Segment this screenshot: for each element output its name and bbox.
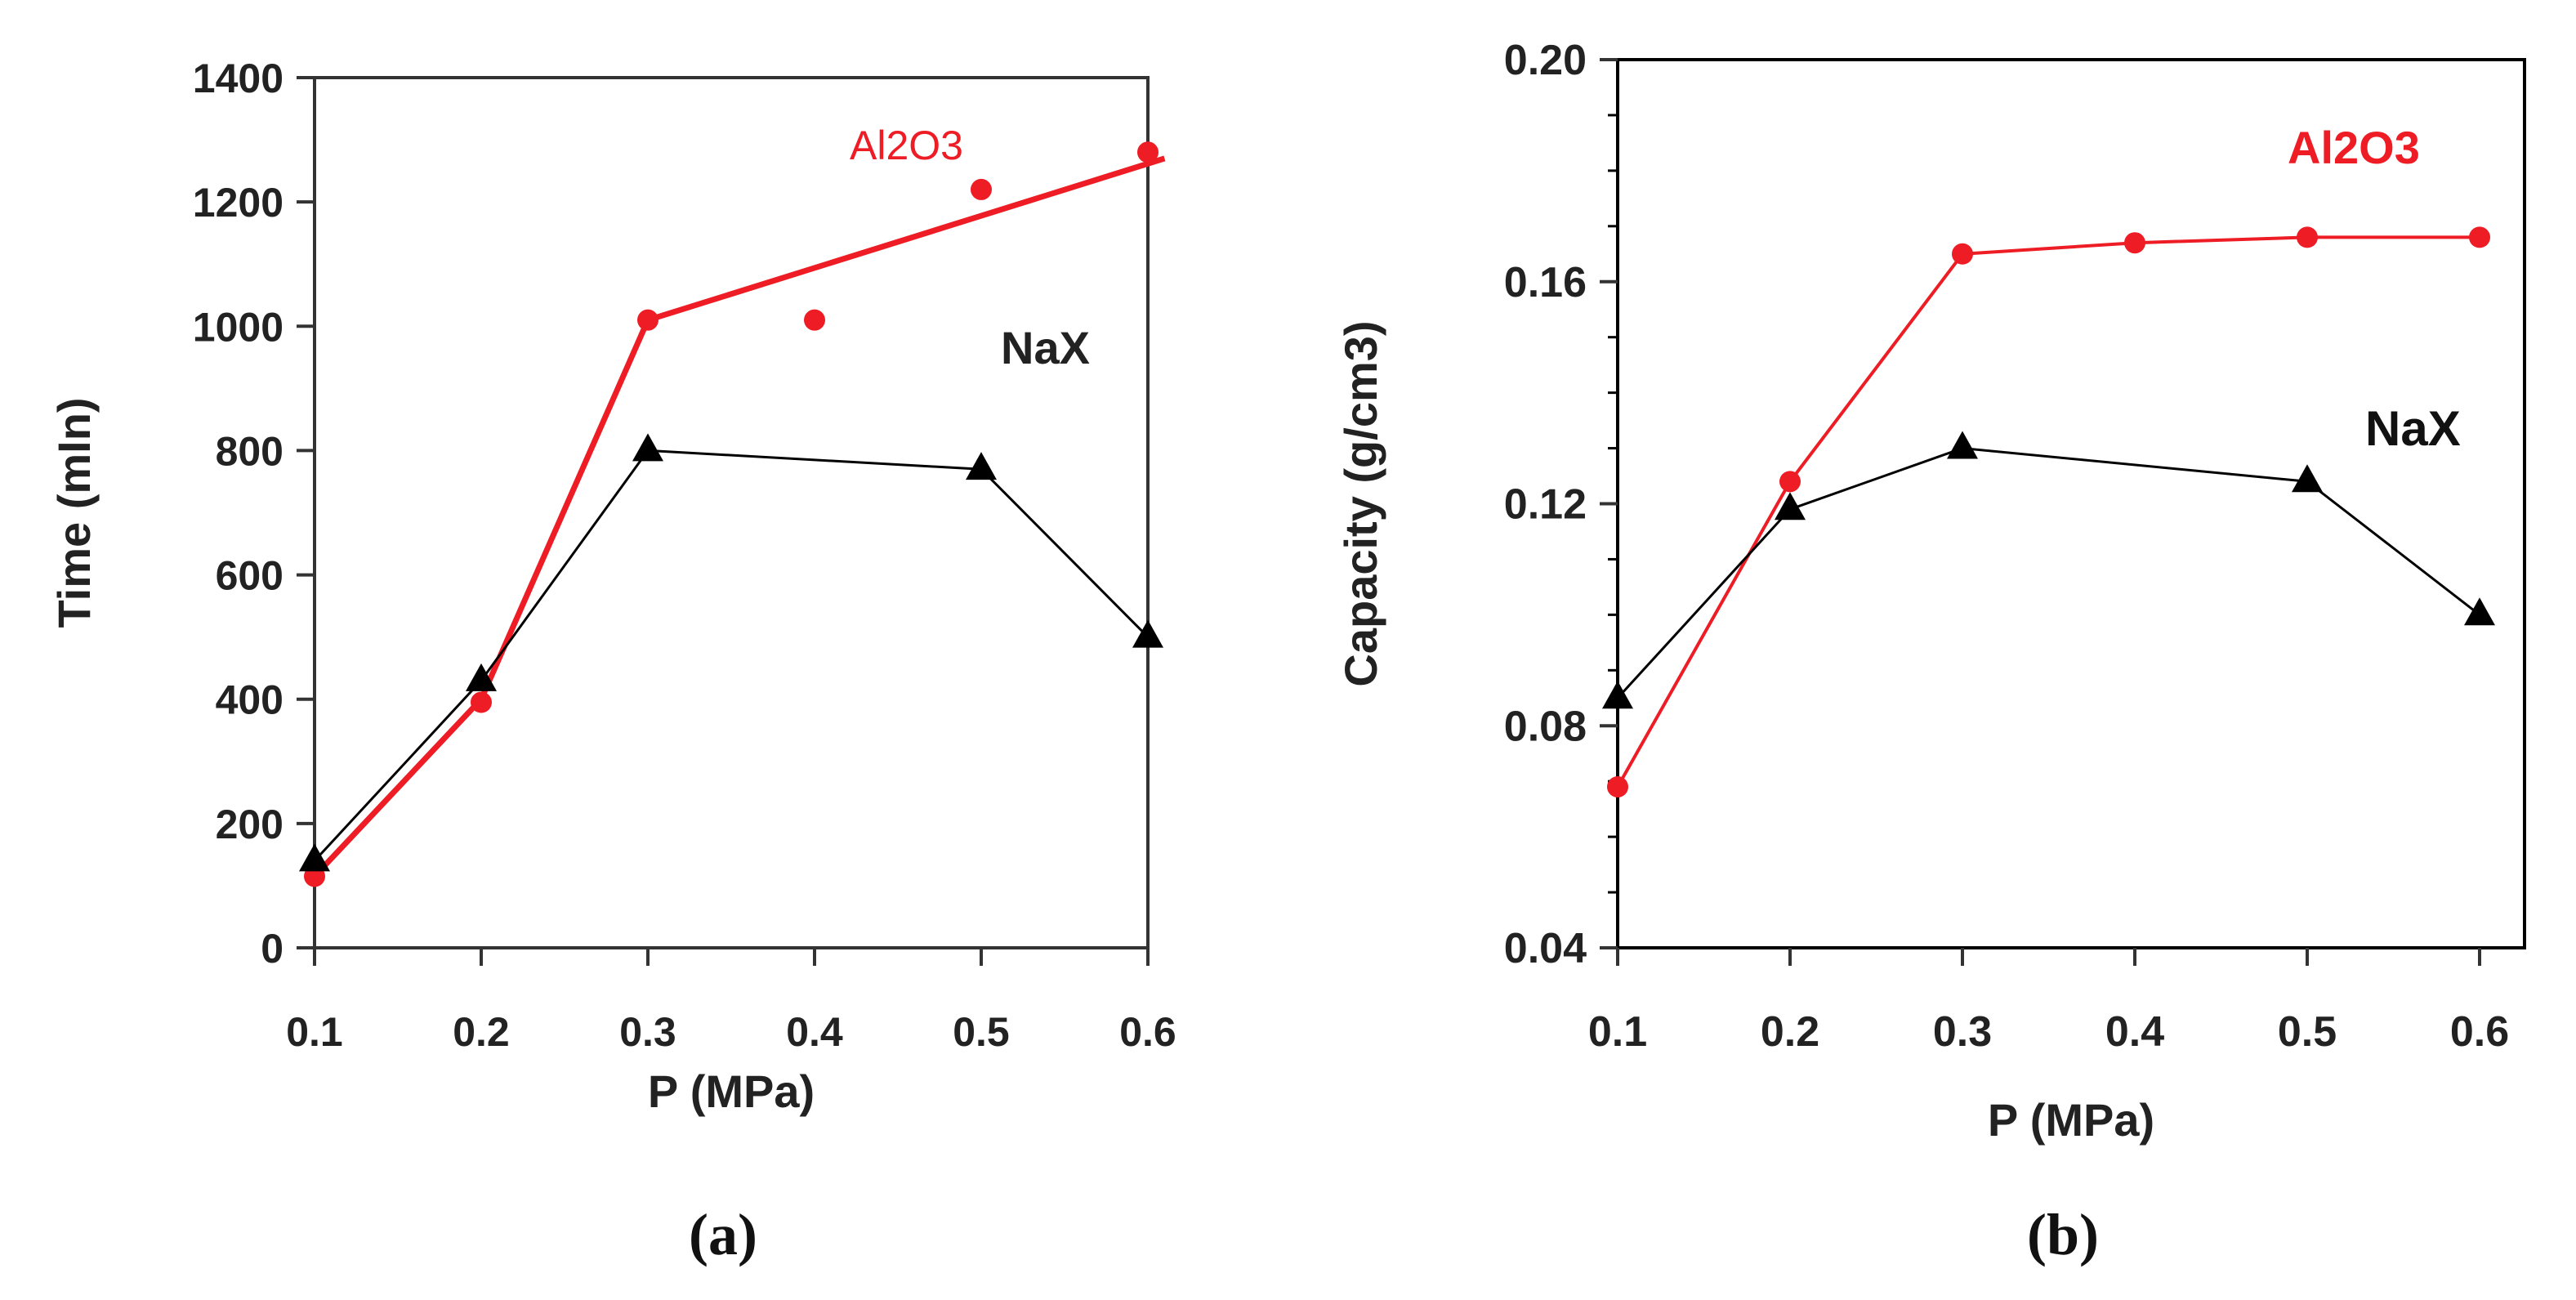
panel-a-y-axis-title: Time (mIn) — [48, 397, 100, 628]
panel-a-y-tick-label: 400 — [216, 677, 283, 723]
panel-b-markers — [1602, 226, 2495, 797]
panel-b-label: (b) — [2027, 1202, 2099, 1267]
panel-b-x-axis: 0.1 0.2 0.3 0.4 0.5 0.6 — [1588, 948, 2509, 1056]
panel-a-al2o3-point — [1137, 141, 1159, 163]
panel-a-x-axis: 0.1 0.2 0.3 0.4 0.5 0.6 — [286, 948, 1176, 1055]
panel-a-plot-area — [313, 76, 1150, 949]
panel-a-nax-annotation: NaX — [1001, 322, 1090, 373]
panel-b-al2o3-point — [2469, 226, 2490, 248]
panel-a-y-tick-label: 1200 — [193, 180, 283, 226]
panel-b-nax-point — [2292, 464, 2323, 493]
panel-a-y-axis: 0 200 400 600 800 1000 1200 1400 — [193, 56, 315, 972]
panel-b-nax-point — [1602, 681, 1633, 709]
panel-b-al2o3-point — [2297, 226, 2318, 248]
panel-a-al2o3-point — [637, 309, 659, 331]
panel-a-nax-point — [632, 433, 663, 462]
panel-b-al2o3-annotation: Al2O3 — [2288, 122, 2420, 173]
panel-a-nax-point — [966, 452, 997, 480]
panel-b-y-tick-label: 0.04 — [1504, 925, 1587, 972]
panel-a-x-tick-label: 0.5 — [953, 1009, 1010, 1055]
panel-a-al2o3-point — [804, 309, 825, 331]
panel-b-series-lines — [1616, 235, 2480, 788]
panel-b-y-tick-label: 0.12 — [1504, 481, 1587, 529]
panel-a-series-lines — [312, 155, 1166, 878]
panel-a-y-tick-label: 1400 — [193, 56, 283, 101]
panel-a-x-tick-label: 0.3 — [619, 1009, 676, 1055]
panel-a-al2o3-annotation: Al2O3 — [850, 123, 963, 168]
panel-b-nax-point — [1775, 492, 1806, 520]
panel-a-al2o3-point — [471, 691, 492, 713]
panel-b-x-tick-label: 0.4 — [2105, 1008, 2164, 1056]
panel-b-x-tick-label: 0.6 — [2450, 1008, 2509, 1056]
panel-a-y-tick-label: 800 — [216, 428, 283, 474]
panel-b-al2o3-point — [1607, 775, 1628, 797]
panel-b-x-axis-title: P (MPa) — [1988, 1094, 2154, 1146]
panel-a-nax-line — [313, 449, 1150, 862]
panel-b-al2o3-line — [1616, 235, 2480, 788]
panel-a-y-tick-label: 1000 — [193, 304, 283, 350]
panel-b-y-tick-label: 0.08 — [1504, 703, 1587, 750]
panel-a-markers — [299, 141, 1163, 887]
panel-a-y-tick-label: 200 — [216, 802, 283, 847]
panel-b-x-tick-label: 0.2 — [1761, 1008, 1819, 1056]
panel-b-plot-area — [1616, 58, 2526, 949]
panel-a-x-tick-label: 0.1 — [286, 1009, 343, 1055]
panel-b-nax-line — [1616, 447, 2480, 699]
panel-b-y-tick-label: 0.16 — [1504, 259, 1587, 306]
panel-a-x-tick-label: 0.4 — [786, 1009, 843, 1055]
panel-a-al2o3-point — [971, 178, 992, 200]
panel-b-nax-point — [2464, 597, 2495, 626]
panel-b-x-tick-label: 0.3 — [1933, 1008, 1992, 1056]
panel-a-y-tick-label: 0 — [261, 926, 283, 972]
panel-b-nax-point — [1947, 431, 1978, 459]
panel-b-al2o3-point — [1779, 471, 1801, 493]
panel-a-x-tick-label: 0.2 — [453, 1009, 510, 1055]
panel-b-x-tick-label: 0.1 — [1588, 1008, 1647, 1056]
panel-b-al2o3-point — [2124, 232, 2145, 254]
panel-a-label: (a) — [689, 1202, 757, 1267]
panel-a-nax-point — [299, 843, 330, 872]
panel-b-y-tick-label: 0.20 — [1504, 37, 1587, 84]
panel-b-nax-annotation: NaX — [2365, 401, 2461, 456]
panel-b-y-axis-title: Capacity (g/cm3) — [1335, 320, 1386, 686]
panel-a-x-axis-title: P (MPa) — [648, 1065, 815, 1117]
panel-a-nax-point — [1132, 619, 1163, 648]
panel-b-x-tick-label: 0.5 — [2278, 1008, 2337, 1056]
panel-a-y-tick-label: 600 — [216, 553, 283, 599]
panel-a-nax-point — [466, 663, 497, 691]
panel-a-al2o3-line — [312, 155, 1166, 878]
panel-a-x-tick-label: 0.6 — [1119, 1009, 1176, 1055]
panel-b: 0.040.080.120.160.20 0.1 0.2 0.3 0.4 0.5 0.6 … — [1335, 37, 2526, 1267]
panel-b-y-axis: 0.04 0.08 0.12 0.16 0.20 — [1504, 37, 1618, 972]
panel-b-al2o3-point — [1952, 243, 1973, 265]
